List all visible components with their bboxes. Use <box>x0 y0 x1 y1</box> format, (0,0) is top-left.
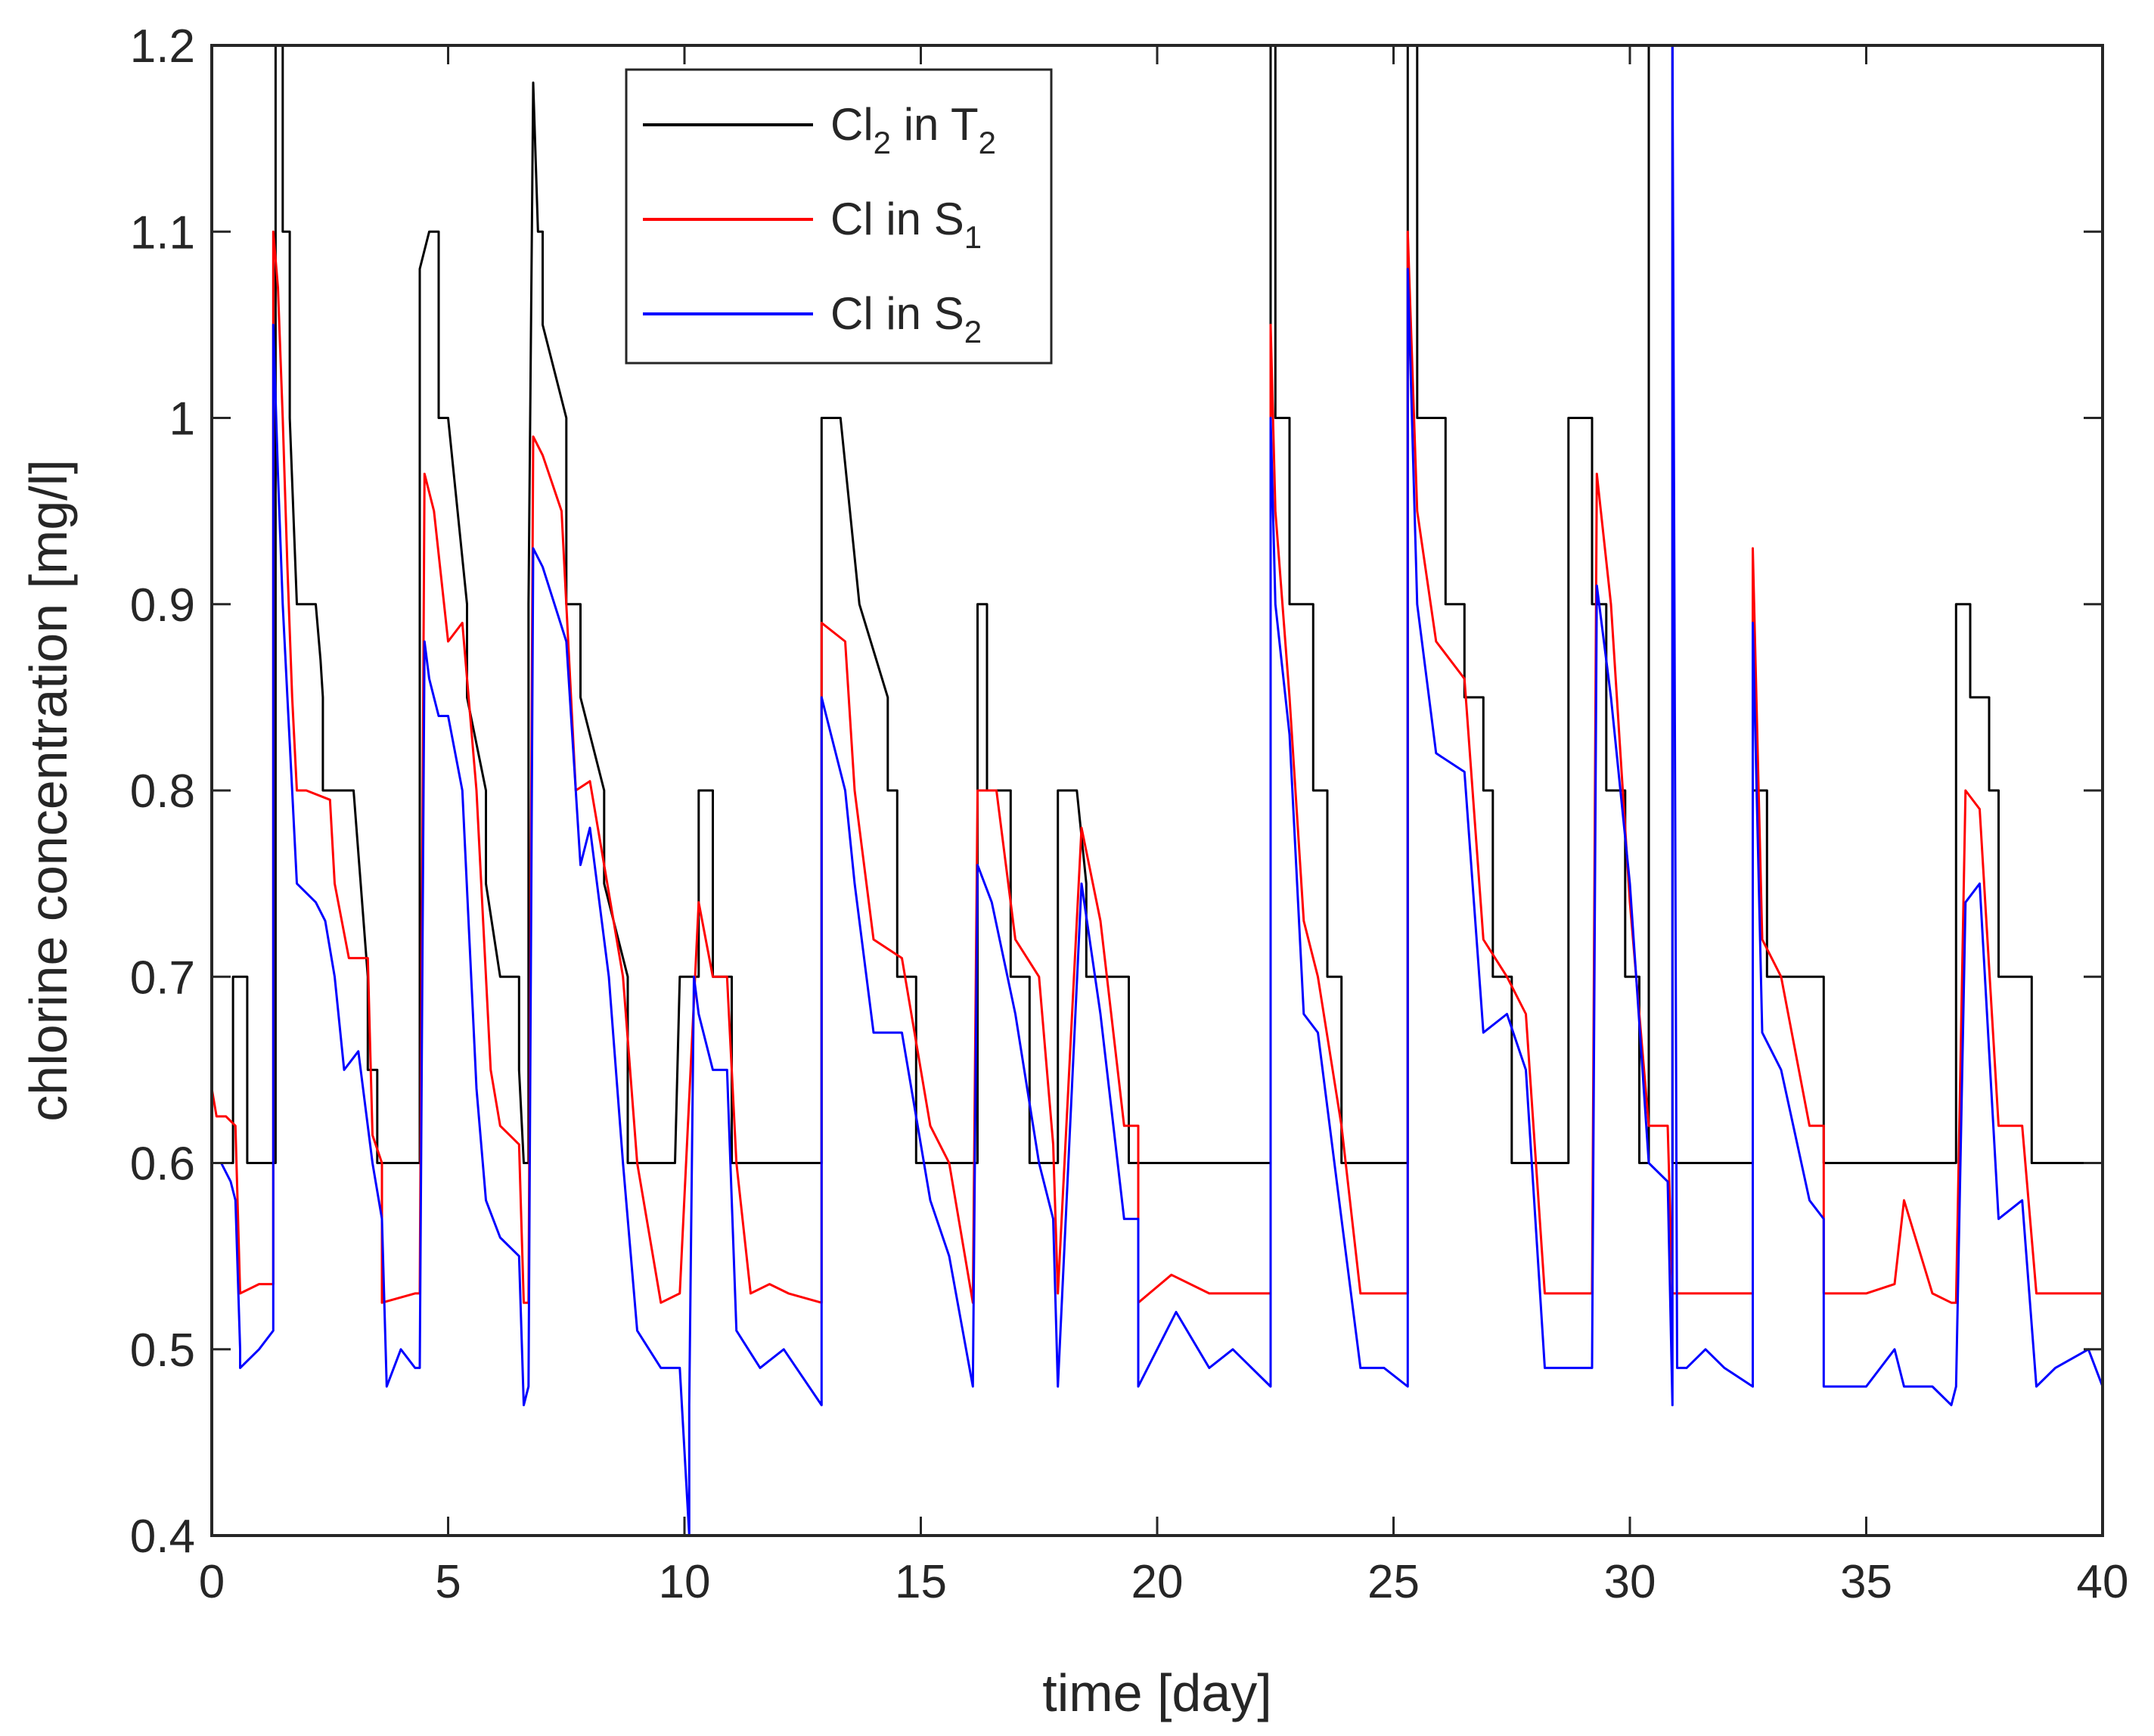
legend-label-1: Cl2 in T2 <box>830 99 996 160</box>
series-line-3 <box>212 44 2104 1537</box>
plot-area: 0 5 10 15 20 25 30 35 40 0.4 0.5 0.6 0.7 0.8 0.9 1 1.1 1.… <box>130 20 2129 1608</box>
y-tick-label: 0.6 <box>130 1138 195 1191</box>
x-tick-label: 40 <box>2077 1556 2129 1608</box>
legend-label-2: Cl in S1 <box>830 194 982 255</box>
legend-items: Cl2 in T2 Cl in S1 Cl in S2 <box>643 99 996 349</box>
legend-label-3: Cl in S2 <box>830 288 982 349</box>
y-tick-label: 0.8 <box>130 766 195 818</box>
x-tick-label: 0 <box>199 1556 225 1608</box>
legend: Cl2 in T2 Cl in S1 Cl in S2 <box>625 68 1053 365</box>
y-tick-label: 0.5 <box>130 1325 195 1377</box>
y-tick-label: 0.7 <box>130 952 195 1004</box>
x-tick-label: 20 <box>1131 1556 1184 1608</box>
series-line-1 <box>212 44 2104 1164</box>
x-tick-label: 25 <box>1367 1556 1420 1608</box>
ticks-layer: 0 5 10 15 20 25 30 35 40 0.4 0.5 0.6 0.7 0.8 0.9 1 1.1 1.… <box>130 20 2129 1608</box>
x-tick-label: 15 <box>895 1556 947 1608</box>
x-tick-label: 30 <box>1604 1556 1656 1608</box>
y-tick-label: 1.1 <box>130 207 195 259</box>
series-layer <box>210 44 2104 1537</box>
x-axis-title: time [day] <box>1042 1663 1271 1722</box>
x-tick-label: 5 <box>435 1556 461 1608</box>
plot-background <box>212 45 2103 1536</box>
y-tick-label: 1 <box>169 393 195 446</box>
x-tick-label: 35 <box>1840 1556 1892 1608</box>
y-axis-title: chlorine concentration [mg/l] <box>19 459 78 1121</box>
y-tick-label: 1.2 <box>130 20 195 73</box>
y-tick-label: 0.4 <box>130 1511 195 1563</box>
x-tick-label: 10 <box>659 1556 711 1608</box>
y-tick-label: 0.9 <box>130 579 195 632</box>
